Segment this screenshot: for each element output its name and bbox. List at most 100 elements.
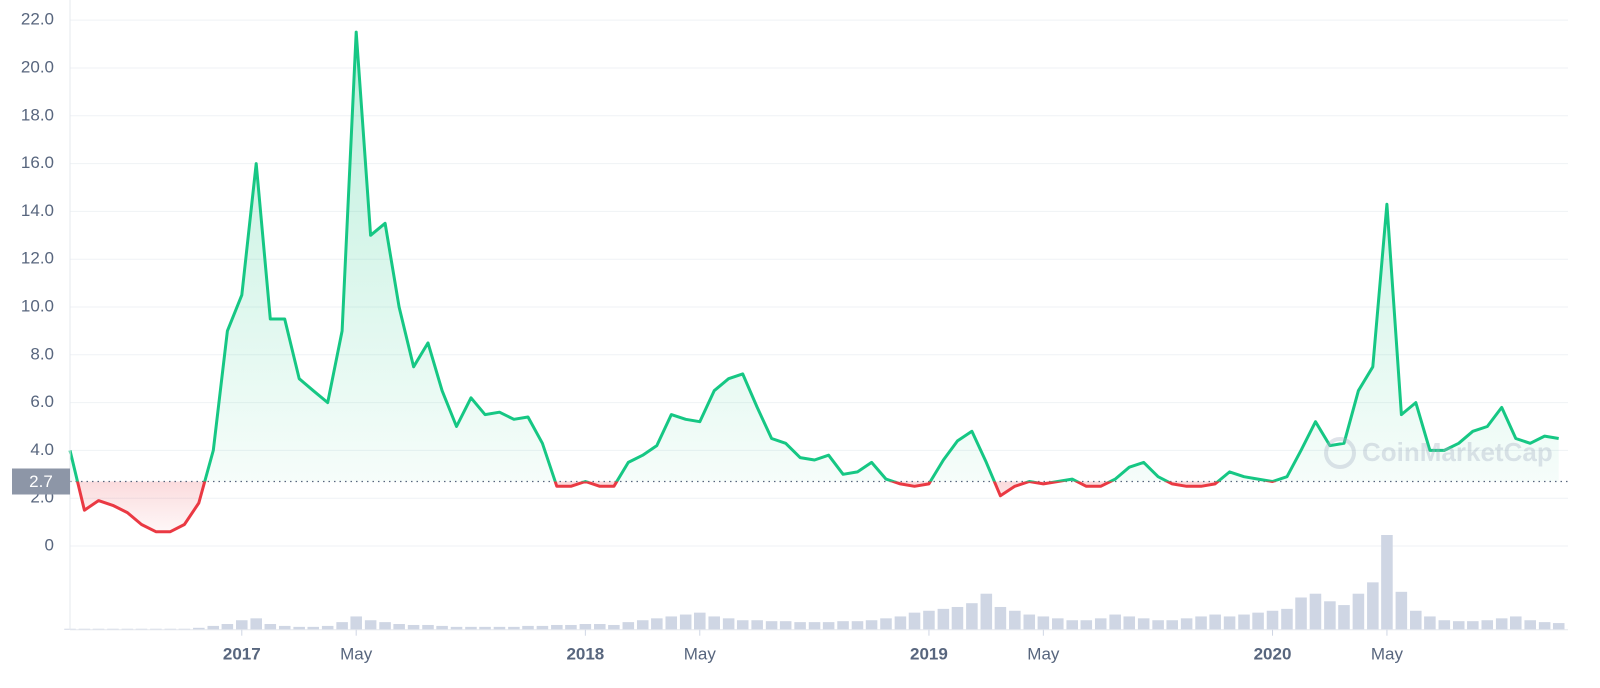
x-tick-label: 2020: [1254, 644, 1292, 663]
watermark-logo: [1324, 437, 1356, 469]
volume-bar: [379, 622, 391, 630]
volume-bar: [851, 621, 864, 630]
volume-bar: [1352, 593, 1365, 630]
volume-bar: [1080, 620, 1093, 630]
volume-bar: [765, 621, 778, 630]
volume-bar: [1381, 535, 1393, 630]
axes: 22.020.018.016.014.012.010.08.06.04.02.0…: [12, 0, 1568, 663]
volume-bar: [364, 620, 377, 630]
price-area: [70, 32, 1559, 532]
volume-bar: [493, 626, 506, 630]
volume-bar: [1424, 616, 1436, 630]
volume-bar: [1538, 622, 1551, 630]
volume-bar: [551, 624, 563, 630]
volume-bar: [1367, 582, 1379, 630]
volume-bar: [264, 624, 277, 630]
volume-bar: [579, 624, 592, 630]
volume-bar: [994, 606, 1007, 630]
x-tick-label: May: [684, 644, 717, 663]
volume-bar: [450, 626, 463, 630]
volume-bar: [1037, 616, 1050, 630]
volume-bar: [1266, 610, 1279, 630]
plot: [68, 30, 1568, 534]
volume-bar: [722, 618, 735, 630]
volume-bar: [1223, 616, 1236, 630]
volume-bar: [622, 622, 635, 630]
volume-bar: [908, 612, 921, 630]
volume-bar: [1238, 614, 1250, 630]
volume-bar: [336, 622, 348, 630]
volume-bar: [1009, 610, 1021, 630]
y-tick-label: 20.0: [21, 57, 54, 76]
volume-bar: [966, 603, 978, 630]
baseline-label-box: [12, 468, 70, 495]
volume-bar: [565, 624, 577, 630]
volume-bar: [436, 625, 448, 630]
volume-bar: [1252, 612, 1264, 630]
volume-bar: [794, 622, 806, 630]
volume-bar: [837, 621, 849, 630]
volume-bar: [422, 624, 434, 630]
volume-bars: [64, 535, 1565, 630]
volume-bar: [1166, 620, 1178, 630]
y-tick-label: 18.0: [21, 105, 54, 124]
volume-bar: [665, 616, 678, 630]
volume-bar: [293, 626, 305, 630]
volume-bar: [1338, 605, 1350, 630]
volume-bar: [479, 626, 491, 630]
volume-bar: [594, 624, 606, 630]
y-tick-label: 0: [45, 536, 54, 555]
volume-bar: [207, 625, 220, 630]
volume-bar: [522, 625, 534, 630]
volume-bar: [1467, 621, 1479, 630]
volume-bar: [736, 620, 749, 630]
y-tick-label: 10.0: [21, 296, 54, 315]
volume-bar: [708, 616, 720, 630]
y-tick-label: 6.0: [30, 392, 54, 411]
volume-bar: [751, 620, 763, 630]
volume-bar: [321, 625, 334, 630]
x-tick-label: May: [1371, 644, 1404, 663]
volume-bar: [980, 593, 993, 630]
x-tick-label: May: [1027, 644, 1060, 663]
volume-bar: [536, 625, 549, 630]
watermark: CoinMarketCap: [1324, 437, 1553, 469]
volume-bar: [221, 624, 234, 630]
volume-bar: [236, 620, 248, 630]
volume-bar: [1195, 616, 1207, 630]
volume-bar: [393, 624, 405, 630]
y-tick-label: 16.0: [21, 153, 54, 172]
volume-bar: [779, 621, 792, 630]
volume-bar: [1023, 614, 1036, 630]
volume-bar: [1295, 597, 1307, 630]
volume-bar: [951, 606, 964, 630]
volume-bar: [865, 620, 878, 630]
volume-bar: [508, 626, 520, 630]
volume-bar: [1209, 614, 1221, 630]
watermark-text: CoinMarketCap: [1362, 437, 1553, 467]
volume-bar: [608, 624, 620, 630]
y-tick-label: 22.0: [21, 10, 54, 29]
y-tick-label: 14.0: [21, 201, 54, 220]
volume-bar: [1109, 614, 1121, 630]
volume-bar: [1510, 616, 1522, 630]
volume-bar: [1452, 621, 1465, 630]
x-tick-label: 2018: [566, 644, 604, 663]
volume-bar: [808, 622, 821, 630]
y-tick-label: 4.0: [30, 440, 54, 459]
volume-bar: [651, 618, 663, 630]
volume-bar: [1495, 618, 1508, 630]
volume-bar: [465, 626, 477, 630]
volume-bar: [937, 608, 950, 630]
volume-bar: [880, 618, 892, 630]
x-tick-label: 2017: [223, 644, 261, 663]
volume-bar: [278, 625, 291, 630]
volume-bar: [1152, 620, 1164, 630]
volume-bar: [1309, 593, 1322, 630]
volume-bar: [350, 616, 362, 630]
volume-bar: [1137, 618, 1150, 630]
x-tick-label: May: [340, 644, 373, 663]
volume-bar: [1481, 620, 1494, 630]
volume-bar: [1281, 608, 1293, 630]
